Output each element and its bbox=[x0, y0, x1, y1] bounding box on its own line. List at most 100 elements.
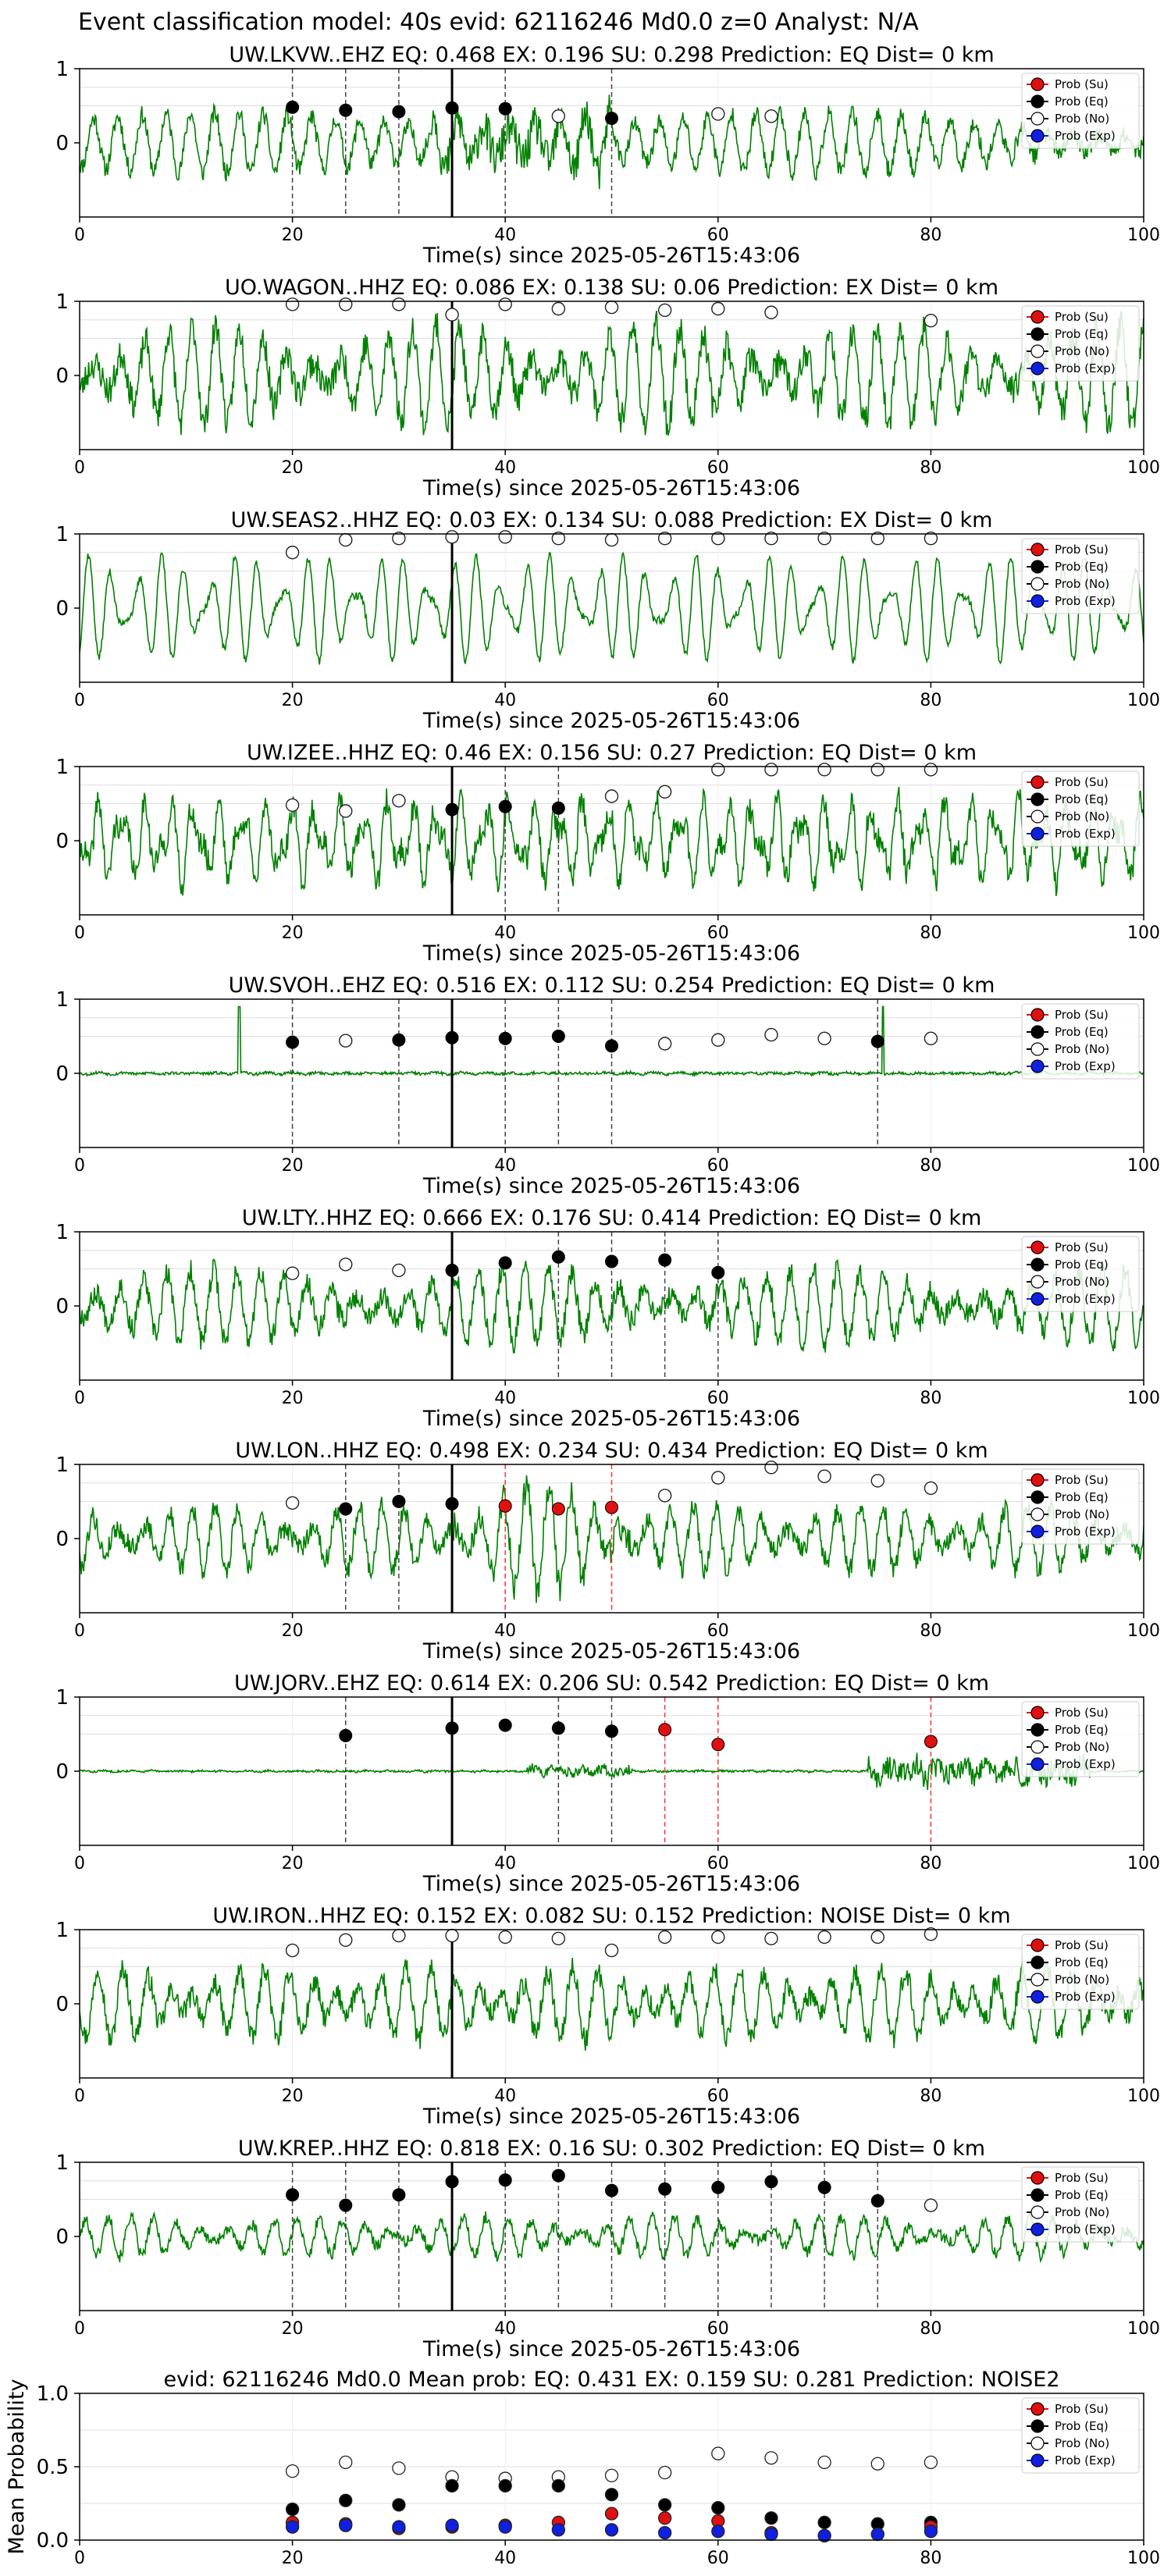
prob-no-point bbox=[924, 2198, 938, 2212]
x-tick-label: 20 bbox=[282, 1621, 304, 1641]
legend-marker bbox=[1030, 1525, 1045, 1539]
x-tick-label: 80 bbox=[920, 2549, 941, 2568]
mean-prob-point bbox=[339, 2493, 353, 2507]
prob-eq-point bbox=[498, 799, 512, 813]
legend-label: Prob (Eq) bbox=[1055, 1723, 1109, 1737]
waveform-trace bbox=[80, 2211, 1144, 2264]
legend-marker bbox=[1030, 1025, 1045, 1039]
x-axis-label: Time(s) since 2025-05-26T15:43:06 bbox=[422, 1639, 800, 1663]
figure-suptitle: Event classification model: 40s evid: 62… bbox=[78, 9, 919, 36]
prob-no-point bbox=[711, 107, 725, 121]
mean-prob-point bbox=[285, 2520, 300, 2534]
legend-box bbox=[1021, 1934, 1140, 2010]
panel-title: UW.SEAS2..HHZ EQ: 0.03 EX: 0.134 SU: 0.0… bbox=[231, 508, 993, 532]
mean-prob-point bbox=[658, 2525, 672, 2540]
legend-box bbox=[1021, 2397, 1140, 2474]
prob-eq-point bbox=[339, 103, 353, 117]
prob-no-point bbox=[711, 1930, 725, 1944]
y-tick-label: 1 bbox=[55, 1919, 69, 1942]
legend-marker bbox=[1030, 1473, 1045, 1487]
x-tick-label: 40 bbox=[494, 1156, 516, 1176]
prob-eq-point bbox=[392, 1495, 406, 1508]
prob-eq-point bbox=[445, 101, 459, 115]
station-panel: UW.SVOH..EHZ EQ: 0.516 EX: 0.112 SU: 0.2… bbox=[55, 973, 1160, 1198]
y-tick-label: 0 bbox=[55, 1760, 69, 1784]
legend-label: Prob (No) bbox=[1055, 2436, 1109, 2450]
x-axis-label: Time(s) since 2025-05-26T15:43:06 bbox=[422, 1872, 800, 1896]
y-tick-label: 1 bbox=[55, 1686, 69, 1710]
x-tick-label: 100 bbox=[1127, 226, 1160, 245]
legend-marker bbox=[1030, 2436, 1045, 2450]
y-tick-label: 1 bbox=[55, 756, 69, 779]
prob-no-point bbox=[339, 1258, 353, 1272]
prob-no-point bbox=[498, 297, 512, 311]
legend-box bbox=[1021, 1701, 1140, 1777]
x-tick-label: 100 bbox=[1127, 2549, 1160, 2568]
prob-no-point bbox=[870, 1930, 884, 1944]
x-tick-label: 40 bbox=[494, 2087, 516, 2106]
mean-prob-point bbox=[392, 2498, 406, 2512]
legend-label: Prob (Eq) bbox=[1055, 327, 1109, 341]
x-tick-label: 40 bbox=[494, 226, 516, 245]
prob-no-point bbox=[339, 532, 353, 547]
prob-no-point bbox=[764, 763, 778, 777]
prob-eq-point bbox=[551, 1721, 565, 1735]
y-tick-label: 0 bbox=[55, 1295, 69, 1318]
x-tick-label: 80 bbox=[920, 1389, 941, 1408]
x-axis-label: Time(s) since 2025-05-26T15:43:06 bbox=[422, 244, 800, 268]
x-tick-label: 40 bbox=[494, 2549, 516, 2568]
prob-no-point bbox=[924, 532, 938, 546]
legend-marker bbox=[1030, 2402, 1045, 2416]
legend-label: Prob (Su) bbox=[1055, 2402, 1109, 2416]
mean-prob-point bbox=[604, 2523, 619, 2537]
legend-label: Prob (Exp) bbox=[1055, 2453, 1116, 2467]
mean-prob-point bbox=[764, 2527, 778, 2542]
prob-no-point bbox=[870, 532, 884, 546]
legend-marker bbox=[1030, 2171, 1045, 2185]
prob-eq-point bbox=[551, 801, 565, 815]
x-axis-label: Time(s) since 2025-05-26T15:43:06 bbox=[422, 1174, 800, 1198]
x-tick-label: 0 bbox=[74, 1389, 85, 1408]
mean-prob-point bbox=[658, 2498, 672, 2512]
x-tick-label: 100 bbox=[1127, 691, 1160, 710]
panel-title: UW.IZEE..HHZ EQ: 0.46 EX: 0.156 SU: 0.27… bbox=[247, 741, 977, 765]
x-tick-label: 0 bbox=[74, 2549, 85, 2568]
legend-label: Prob (Exp) bbox=[1055, 1757, 1116, 1771]
prob-no-point bbox=[764, 1461, 778, 1475]
prob-eq-point bbox=[445, 2175, 459, 2189]
prob-no-point bbox=[924, 1481, 938, 1496]
y-tick-label: 0 bbox=[55, 1062, 69, 1086]
x-tick-label: 60 bbox=[707, 1156, 729, 1176]
prob-eq-point bbox=[605, 1724, 618, 1738]
x-tick-label: 20 bbox=[282, 458, 304, 478]
prob-no-point bbox=[392, 532, 406, 546]
prob-no-point bbox=[764, 1931, 778, 1946]
prob-no-point bbox=[604, 1943, 619, 1958]
mean-prob-point bbox=[445, 2518, 459, 2532]
prob-su-point bbox=[498, 1499, 512, 1513]
mean-prob-point bbox=[711, 2524, 725, 2539]
legend-label: Prob (Exp) bbox=[1055, 2222, 1116, 2236]
x-tick-label: 20 bbox=[282, 2319, 304, 2339]
x-tick-label: 0 bbox=[74, 226, 85, 245]
prob-no-point bbox=[764, 305, 778, 319]
plot-frame bbox=[79, 2161, 1144, 2311]
legend-label: Prob (No) bbox=[1055, 344, 1109, 358]
prob-no-point bbox=[498, 1930, 512, 1944]
mean-prob-point bbox=[658, 2511, 672, 2525]
prob-no-point bbox=[392, 1928, 406, 1943]
panel-title: UW.IRON..HHZ EQ: 0.152 EX: 0.082 SU: 0.1… bbox=[212, 1904, 1010, 1928]
legend-marker bbox=[1030, 1490, 1045, 1504]
x-axis-label: Time(s) since 2025-05-26T15:43:06 bbox=[422, 2337, 800, 2361]
x-tick-label: 0 bbox=[74, 1621, 85, 1641]
plot-frame bbox=[79, 301, 1144, 450]
prob-no-point bbox=[817, 1031, 831, 1046]
panel-title: UW.LTY..HHZ EQ: 0.666 EX: 0.176 SU: 0.41… bbox=[242, 1206, 982, 1230]
prob-no-point bbox=[551, 301, 566, 316]
prob-no-point bbox=[604, 532, 619, 547]
x-tick-label: 40 bbox=[494, 691, 516, 710]
legend-box bbox=[1021, 1236, 1140, 1312]
legend-marker bbox=[1030, 112, 1045, 126]
prob-eq-point bbox=[551, 1250, 565, 1264]
x-tick-label: 60 bbox=[707, 1389, 729, 1408]
